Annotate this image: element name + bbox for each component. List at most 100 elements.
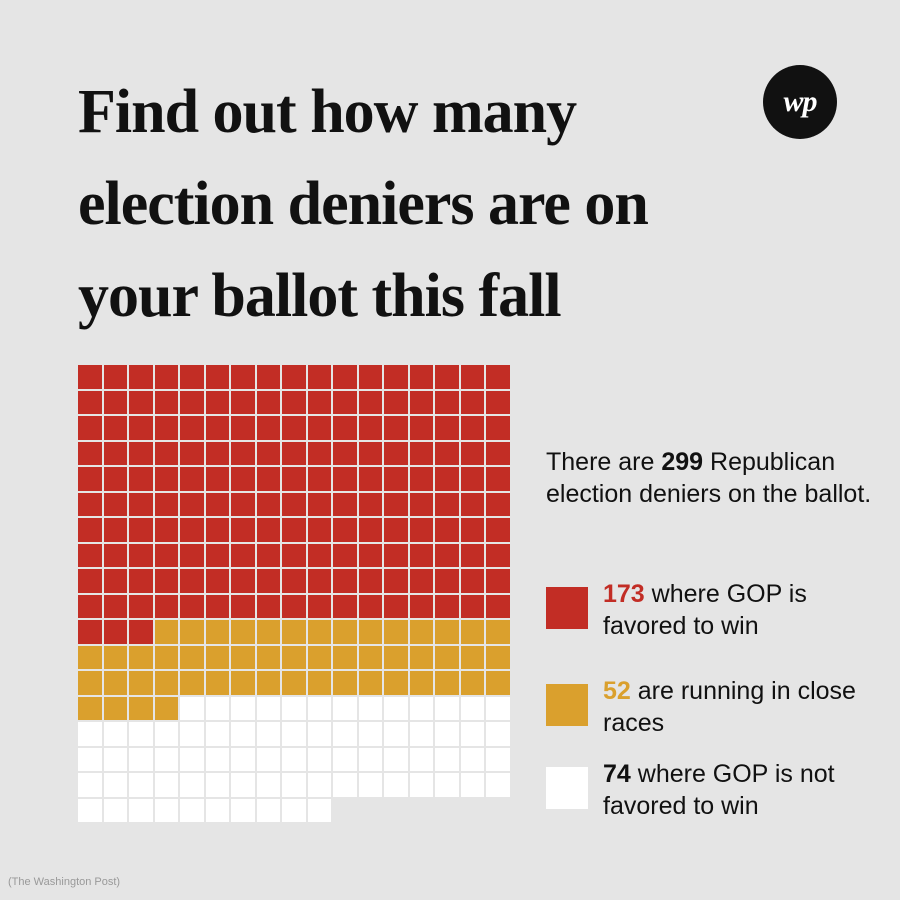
waffle-cell-favored (129, 620, 153, 644)
legend-value-favored: 173 (603, 580, 645, 608)
waffle-cell-close (256, 645, 280, 669)
waffle-cell-favored (358, 441, 382, 465)
waffle-cell-not-favored (129, 798, 153, 822)
waffle-cell-not-favored (409, 747, 433, 771)
waffle-cell-favored (384, 594, 408, 618)
waffle-cell-not-favored (486, 773, 510, 797)
waffle-cell-not-favored (307, 798, 331, 822)
legend-swatch-orange (546, 684, 588, 726)
waffle-cell-favored (384, 467, 408, 491)
waffle-cell-favored (180, 441, 204, 465)
waffle-cell-close (78, 671, 102, 695)
waffle-cell-close (231, 645, 255, 669)
waffle-cell-close (333, 620, 357, 644)
waffle-cell-favored (282, 390, 306, 414)
waffle-cell-not-favored (307, 722, 331, 746)
waffle-cell-not-favored (180, 773, 204, 797)
waffle-cell-close (409, 620, 433, 644)
waffle-cell-not-favored (103, 747, 127, 771)
waffle-cell-favored (154, 569, 178, 593)
waffle-cell-not-favored (205, 696, 229, 720)
waffle-cell-favored (409, 416, 433, 440)
waffle-cell-favored (231, 518, 255, 542)
waffle-cell-close (282, 620, 306, 644)
waffle-cell-favored (256, 416, 280, 440)
headline: Find out how many election deniers are o… (78, 66, 798, 342)
waffle-cell-favored (333, 416, 357, 440)
waffle-cell-not-favored (409, 722, 433, 746)
waffle-cell-favored (129, 543, 153, 567)
waffle-cell-not-favored (129, 722, 153, 746)
waffle-cell-favored (358, 569, 382, 593)
waffle-cell-not-favored (358, 722, 382, 746)
waffle-cell-favored (358, 467, 382, 491)
waffle-cell-close (103, 671, 127, 695)
waffle-cell-favored (256, 543, 280, 567)
waffle-cell-favored (256, 365, 280, 389)
waffle-cell-not-favored (154, 798, 178, 822)
waffle-cell-favored (282, 543, 306, 567)
waffle-cell-favored (486, 416, 510, 440)
waffle-cell-favored (409, 518, 433, 542)
waffle-cell-favored (409, 569, 433, 593)
waffle-cell-favored (103, 518, 127, 542)
waffle-cell-favored (435, 518, 459, 542)
waffle-cell-not-favored (256, 722, 280, 746)
waffle-cell-favored (358, 365, 382, 389)
logo-text: wp (783, 85, 817, 118)
waffle-cell-favored (435, 416, 459, 440)
legend-value-not-favored: 74 (603, 760, 631, 788)
waffle-cell-favored (78, 569, 102, 593)
waffle-cell-not-favored (256, 696, 280, 720)
waffle-cell-favored (154, 467, 178, 491)
intro-after: Republican election deniers on the ballo… (546, 448, 872, 508)
waffle-cell-favored (435, 390, 459, 414)
waffle-cell-favored (307, 441, 331, 465)
waffle-cell-favored (409, 467, 433, 491)
waffle-cell-close (205, 620, 229, 644)
waffle-cell-favored (435, 467, 459, 491)
waffle-cell-favored (103, 365, 127, 389)
waffle-cell-not-favored (154, 773, 178, 797)
waffle-cell-favored (231, 569, 255, 593)
waffle-cell-favored (409, 543, 433, 567)
waffle-cell-favored (435, 569, 459, 593)
waffle-cell-favored (307, 543, 331, 567)
waffle-cell-close (486, 620, 510, 644)
waffle-cell-favored (205, 569, 229, 593)
waffle-cell-favored (409, 594, 433, 618)
legend-item-close: 52 are running in close races (546, 677, 886, 751)
waffle-cell-favored (282, 467, 306, 491)
waffle-cell-not-favored (231, 696, 255, 720)
waffle-cell-favored (180, 492, 204, 516)
waffle-cell-favored (154, 594, 178, 618)
waffle-cell-favored (358, 543, 382, 567)
waffle-cell-not-favored (180, 798, 204, 822)
waffle-cell-favored (282, 594, 306, 618)
waffle-cell-favored (486, 365, 510, 389)
waffle-cell-favored (282, 518, 306, 542)
waffle-cell-close (180, 645, 204, 669)
waffle-cell-favored (435, 543, 459, 567)
waffle-cell-not-favored (129, 773, 153, 797)
waffle-cell-not-favored (460, 696, 484, 720)
waffle-cell-close (460, 645, 484, 669)
waffle-cell-favored (409, 365, 433, 389)
waffle-cell-favored (384, 492, 408, 516)
waffle-cell-favored (460, 543, 484, 567)
waffle-cell-close (129, 671, 153, 695)
waffle-cell-favored (333, 569, 357, 593)
waffle-cell-not-favored (358, 696, 382, 720)
legend-text-not-favored: 74 where GOP is not favored to win (603, 758, 893, 822)
waffle-cell-favored (129, 569, 153, 593)
waffle-cell-not-favored (333, 773, 357, 797)
waffle-cell-favored (129, 467, 153, 491)
waffle-cell-favored (129, 365, 153, 389)
waffle-cell-not-favored (129, 747, 153, 771)
waffle-cell-close (307, 620, 331, 644)
waffle-cell-close (256, 671, 280, 695)
waffle-cell-not-favored (78, 722, 102, 746)
waffle-cell-favored (256, 594, 280, 618)
waffle-cell-favored (205, 390, 229, 414)
waffle-cell-favored (333, 365, 357, 389)
